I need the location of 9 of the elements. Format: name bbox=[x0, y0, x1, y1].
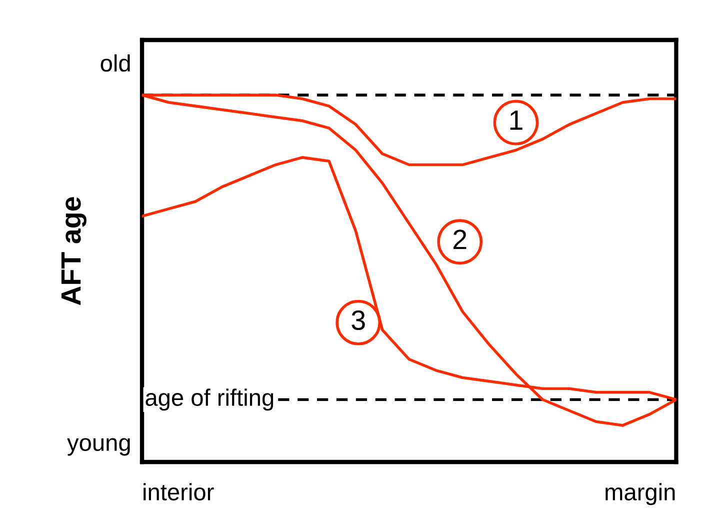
series-label: 1 bbox=[510, 110, 522, 130]
ref-line-label: age of rifting bbox=[146, 388, 274, 411]
text: old bbox=[100, 54, 130, 72]
series-label: 3 bbox=[352, 310, 365, 330]
y-axis-title: AFT age bbox=[61, 197, 86, 306]
text: young bbox=[67, 438, 130, 456]
series-label: 2 bbox=[454, 230, 466, 250]
text: interior bbox=[144, 483, 214, 500]
text: margin bbox=[606, 483, 675, 506]
